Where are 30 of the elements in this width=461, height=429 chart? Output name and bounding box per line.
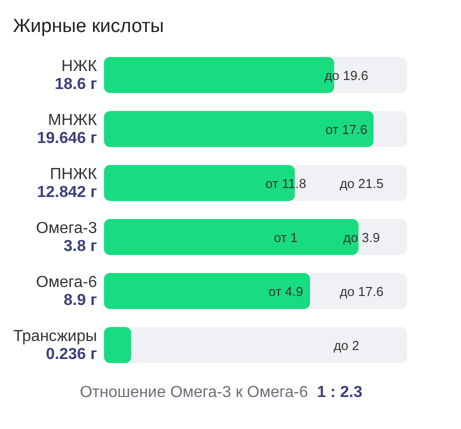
annotation: до 2 <box>334 338 360 353</box>
y-tick-label: МНЖК <box>48 112 98 129</box>
bar <box>374 111 407 147</box>
annotation: 1 : 2.3 <box>317 384 362 401</box>
bar <box>131 327 407 363</box>
chart-title: Жирные кислоты <box>13 16 164 37</box>
annotation: до 17.6 <box>340 284 384 299</box>
text: 18.6 г <box>54 76 98 93</box>
bar <box>104 111 374 147</box>
annotation: Отношение Омега-3 к Омега-6 <box>80 384 308 401</box>
annotation: до 21.5 <box>340 176 384 191</box>
y-tick-label: ПНЖК <box>50 166 98 183</box>
bar <box>358 219 407 255</box>
annotation: до 3.9 <box>343 230 380 245</box>
annotation: от 1 <box>274 230 298 245</box>
y-tick-label: Омега-6 <box>36 274 98 291</box>
bar <box>104 219 359 255</box>
bar <box>104 327 132 363</box>
annotation: от 17.6 <box>325 122 368 137</box>
text: 19.646 г <box>36 130 98 147</box>
text: 12.842 г <box>36 184 98 201</box>
y-tick-label: Трансжиры <box>13 328 97 345</box>
text: 0.236 г <box>46 346 98 363</box>
text: 3.8 г <box>64 238 98 255</box>
bar <box>104 273 310 309</box>
bar <box>310 273 407 309</box>
annotation: от 4.9 <box>268 284 304 299</box>
y-tick-label: НЖК <box>61 58 98 75</box>
y-tick-label: Омега-3 <box>36 220 98 237</box>
text: 8.9 г <box>64 292 98 309</box>
